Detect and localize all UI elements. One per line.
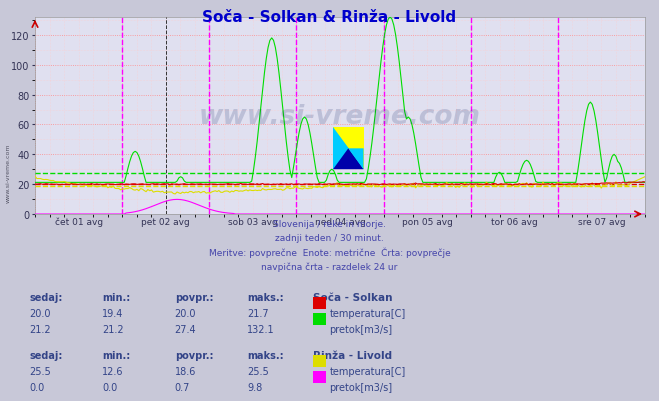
Text: www.si-vreme.com: www.si-vreme.com xyxy=(5,143,11,202)
Text: temperatura[C]: temperatura[C] xyxy=(330,308,406,318)
Text: Soča - Solkan & Rinža - Livold: Soča - Solkan & Rinža - Livold xyxy=(202,10,457,25)
Text: 21.2: 21.2 xyxy=(102,324,124,334)
Text: zadnji teden / 30 minut.: zadnji teden / 30 minut. xyxy=(275,233,384,242)
Text: min.:: min.: xyxy=(102,350,130,360)
Text: maks.:: maks.: xyxy=(247,350,284,360)
Text: Meritve: povprečne  Enote: metrične  Črta: povprečje: Meritve: povprečne Enote: metrične Črta:… xyxy=(209,247,450,258)
Text: 21.2: 21.2 xyxy=(30,324,51,334)
Text: 25.5: 25.5 xyxy=(247,366,269,376)
Text: 0.7: 0.7 xyxy=(175,382,190,392)
Text: 12.6: 12.6 xyxy=(102,366,124,376)
Text: 18.6: 18.6 xyxy=(175,366,196,376)
Text: pretok[m3/s]: pretok[m3/s] xyxy=(330,382,393,392)
Text: 0.0: 0.0 xyxy=(102,382,117,392)
Text: Slovenija / reke in morje.: Slovenija / reke in morje. xyxy=(273,219,386,229)
Text: 21.7: 21.7 xyxy=(247,308,269,318)
Text: sedaj:: sedaj: xyxy=(30,350,63,360)
Text: 27.4: 27.4 xyxy=(175,324,196,334)
Text: 0.0: 0.0 xyxy=(30,382,45,392)
Text: 25.5: 25.5 xyxy=(30,366,51,376)
Text: maks.:: maks.: xyxy=(247,292,284,302)
Text: 19.4: 19.4 xyxy=(102,308,123,318)
Text: 20.0: 20.0 xyxy=(175,308,196,318)
Text: 132.1: 132.1 xyxy=(247,324,275,334)
Text: pretok[m3/s]: pretok[m3/s] xyxy=(330,324,393,334)
Text: 9.8: 9.8 xyxy=(247,382,262,392)
Text: Soča - Solkan: Soča - Solkan xyxy=(313,292,393,302)
Text: temperatura[C]: temperatura[C] xyxy=(330,366,406,376)
Text: Rinža - Livold: Rinža - Livold xyxy=(313,350,392,360)
Text: sedaj:: sedaj: xyxy=(30,292,63,302)
Text: povpr.:: povpr.: xyxy=(175,350,213,360)
Text: 20.0: 20.0 xyxy=(30,308,51,318)
Text: navpična črta - razdelek 24 ur: navpična črta - razdelek 24 ur xyxy=(262,261,397,271)
Text: povpr.:: povpr.: xyxy=(175,292,213,302)
Text: www.si-vreme.com: www.si-vreme.com xyxy=(199,103,481,129)
Text: min.:: min.: xyxy=(102,292,130,302)
